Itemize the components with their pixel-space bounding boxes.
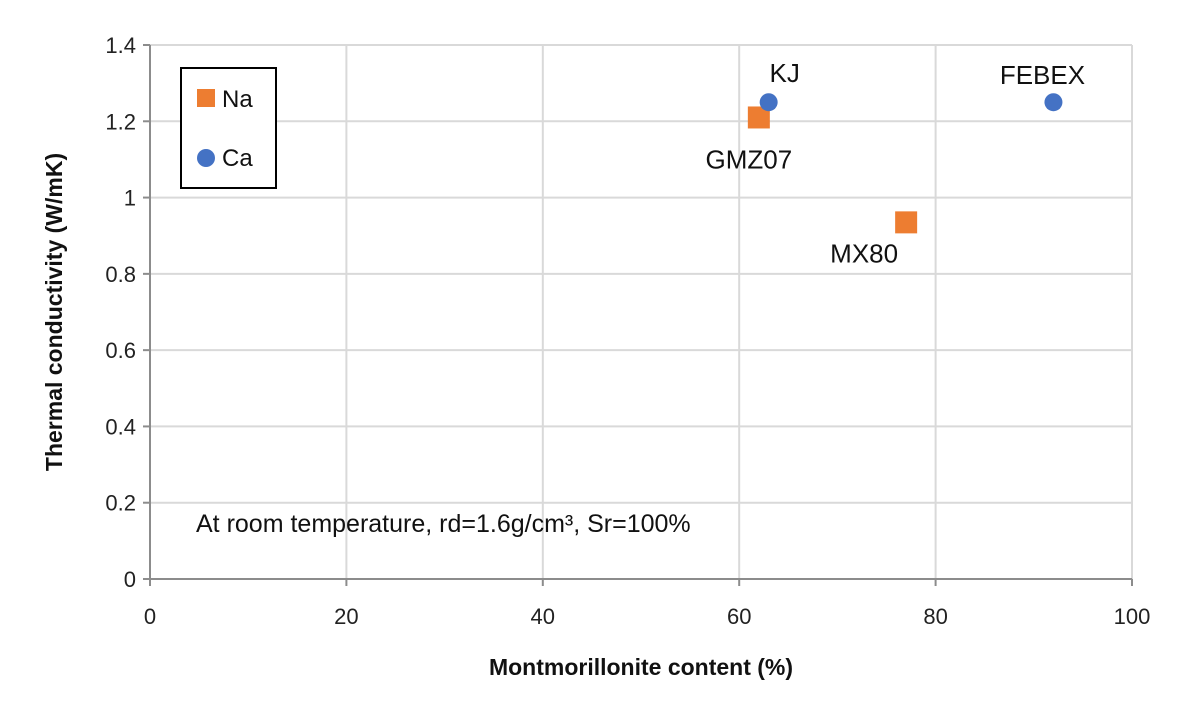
tick-labels: 0 20 40 60 80 100 0 0.2 0.4 0.6 0.8 1 1.2 1.4 [105,33,1150,629]
data-point-febex [1044,93,1063,112]
grid-lines [150,44,1133,579]
data-point-gmz07 [747,106,770,129]
point-label-mx80: MX80 [830,238,898,268]
y-tick-label: 0.8 [105,262,136,287]
point-labels: GMZ07 MX80 KJ FEBEX [705,58,1085,268]
legend-marker-ca [197,149,215,167]
y-tick-label: 0.4 [105,414,136,439]
x-tick-label: 20 [334,604,358,629]
point-label-gmz07: GMZ07 [705,144,792,174]
x-tick-label: 60 [727,604,751,629]
y-tick-label: 0.6 [105,338,136,363]
y-tick-label: 0.2 [105,491,136,516]
data-point-mx80 [895,211,918,234]
y-tick-label: 0 [124,567,136,592]
y-axis-title: Thermal conductivity (W/mK) [41,153,67,471]
x-tick-label: 100 [1114,604,1151,629]
x-tick-label: 80 [923,604,947,629]
y-tick-label: 1 [124,186,136,211]
data-points [747,93,1063,234]
x-tick-label: 40 [531,604,555,629]
point-label-kj: KJ [769,58,799,88]
y-tick-label: 1.4 [105,33,136,58]
legend: Na Ca [180,67,277,189]
x-axis-title: Montmorillonite content (%) [489,654,793,680]
legend-marker-na [197,89,215,107]
axes [149,45,1132,580]
legend-label-na: Na [222,86,253,113]
chart-annotation: At room temperature, rd=1.6g/cm³, Sr=100… [196,510,691,538]
point-label-febex: FEBEX [1000,60,1085,90]
legend-label-ca: Ca [222,145,253,172]
data-point-kj [759,93,778,112]
x-tick-label: 0 [144,604,156,629]
y-tick-label: 1.2 [105,109,136,134]
legend-box [180,67,277,189]
